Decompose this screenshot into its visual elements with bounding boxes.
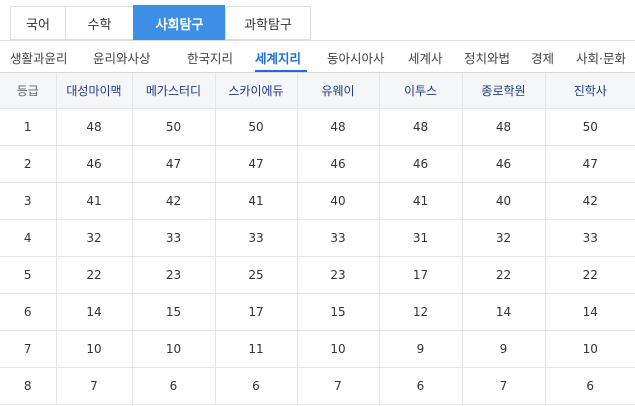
score-cell: 50 xyxy=(544,108,635,146)
table-row: 2 46 47 47 46 46 46 47 xyxy=(0,145,635,183)
score-cell: 33 xyxy=(544,219,635,257)
score-cell: 33 xyxy=(131,219,215,257)
score-cell: 32 xyxy=(55,219,132,257)
table-row: 3 41 42 41 40 41 40 42 xyxy=(0,182,635,220)
score-cell: 14 xyxy=(544,293,635,331)
grade-cell: 8 xyxy=(0,367,56,405)
score-cell: 17 xyxy=(214,293,297,331)
subtab-east-asian-history[interactable]: 동아시아사 xyxy=(327,51,385,66)
table-row: 1 48 50 50 48 48 48 50 xyxy=(0,108,635,146)
score-cell: 6 xyxy=(378,367,462,405)
score-cell: 46 xyxy=(378,145,462,183)
table-row: 4 32 33 33 33 31 32 33 xyxy=(0,219,635,257)
score-cell: 23 xyxy=(131,256,215,294)
subject-sub-tabs: 생활과윤리 윤리와사상 한국지리 세계지리 동아시아사 세계사 정치와법 경제 … xyxy=(0,41,635,73)
column-header: 진학사 xyxy=(544,72,635,109)
score-cell: 12 xyxy=(378,293,462,331)
subtab-economics[interactable]: 경제 xyxy=(531,51,555,66)
score-cell: 6 xyxy=(131,367,215,405)
score-cell: 9 xyxy=(378,330,462,368)
score-cell: 50 xyxy=(214,108,297,146)
subtab-korean-geography[interactable]: 한국지리 xyxy=(187,51,234,66)
score-cell: 42 xyxy=(131,182,215,220)
column-header: 유웨이 xyxy=(296,72,379,109)
active-subtab-underline xyxy=(255,70,307,72)
score-cell: 48 xyxy=(296,108,379,146)
score-cell: 9 xyxy=(461,330,545,368)
subtab-world-history[interactable]: 세계사 xyxy=(408,51,443,66)
score-cell: 10 xyxy=(131,330,215,368)
score-cell: 42 xyxy=(544,182,635,220)
score-cell: 50 xyxy=(131,108,215,146)
score-cell: 47 xyxy=(131,145,215,183)
score-cell: 48 xyxy=(55,108,132,146)
score-cell: 6 xyxy=(544,367,635,405)
tab-science[interactable]: 과학탐구 xyxy=(225,6,311,40)
score-cell: 32 xyxy=(461,219,545,257)
score-cell: 15 xyxy=(296,293,379,331)
score-cell: 15 xyxy=(131,293,215,331)
subtab-life-ethics[interactable]: 생활과윤리 xyxy=(10,51,68,66)
score-cell: 46 xyxy=(55,145,132,183)
subtab-ethics-thought[interactable]: 윤리와사상 xyxy=(93,51,151,66)
score-cell: 22 xyxy=(55,256,132,294)
score-cell: 25 xyxy=(214,256,297,294)
score-cell: 10 xyxy=(544,330,635,368)
score-cell: 31 xyxy=(378,219,462,257)
score-cell: 17 xyxy=(378,256,462,294)
tab-korean[interactable]: 국어 xyxy=(10,6,65,40)
grade-cell: 2 xyxy=(0,145,56,183)
column-header-grade: 등급 xyxy=(0,72,56,109)
subtab-world-geography[interactable]: 세계지리 xyxy=(255,51,302,66)
score-cell: 46 xyxy=(296,145,379,183)
subtab-society-culture[interactable]: 사회·문화 xyxy=(576,51,626,66)
grade-cell: 4 xyxy=(0,219,56,257)
table-row: 7 10 10 11 10 9 9 10 xyxy=(0,330,635,368)
score-cell: 46 xyxy=(461,145,545,183)
column-header: 종로학원 xyxy=(461,72,545,109)
score-cell: 41 xyxy=(214,182,297,220)
score-cell: 48 xyxy=(461,108,545,146)
grade-cell: 3 xyxy=(0,182,56,220)
score-cell: 14 xyxy=(461,293,545,331)
score-cell: 48 xyxy=(378,108,462,146)
table-row: 6 14 15 17 15 12 14 14 xyxy=(0,293,635,331)
score-cell: 11 xyxy=(214,330,297,368)
score-cell: 14 xyxy=(55,293,132,331)
grade-cell: 6 xyxy=(0,293,56,331)
tabs-divider xyxy=(0,40,635,41)
grade-cell: 1 xyxy=(0,108,56,146)
tab-math[interactable]: 수학 xyxy=(65,6,133,40)
grade-cell: 5 xyxy=(0,256,56,294)
score-cell: 10 xyxy=(55,330,132,368)
score-cell: 33 xyxy=(214,219,297,257)
table-row: 5 22 23 25 23 17 22 22 xyxy=(0,256,635,294)
score-cell: 10 xyxy=(296,330,379,368)
score-cell: 22 xyxy=(461,256,545,294)
score-cell: 40 xyxy=(461,182,545,220)
score-cell: 47 xyxy=(214,145,297,183)
table-header-row: 등급 대성마이맥 메가스터디 스카이에듀 유웨이 이투스 종로학원 진학사 xyxy=(0,72,635,109)
grade-cell: 7 xyxy=(0,330,56,368)
score-cell: 6 xyxy=(214,367,297,405)
score-cell: 23 xyxy=(296,256,379,294)
score-cell: 7 xyxy=(296,367,379,405)
score-cell: 40 xyxy=(296,182,379,220)
score-cell: 47 xyxy=(544,145,635,183)
score-cell: 7 xyxy=(461,367,545,405)
score-cell: 22 xyxy=(544,256,635,294)
score-cell: 41 xyxy=(378,182,462,220)
column-header: 이투스 xyxy=(378,72,462,109)
column-header: 대성마이맥 xyxy=(55,72,132,109)
column-header: 스카이에듀 xyxy=(214,72,297,109)
subject-tabs: 국어 수학 사회탐구 과학탐구 xyxy=(10,5,311,42)
score-cell: 41 xyxy=(55,182,132,220)
tab-social-studies[interactable]: 사회탐구 xyxy=(133,5,225,41)
column-header: 메가스터디 xyxy=(131,72,215,109)
score-cell: 33 xyxy=(296,219,379,257)
subtab-politics-law[interactable]: 정치와법 xyxy=(464,51,511,66)
score-cell: 7 xyxy=(55,367,132,405)
